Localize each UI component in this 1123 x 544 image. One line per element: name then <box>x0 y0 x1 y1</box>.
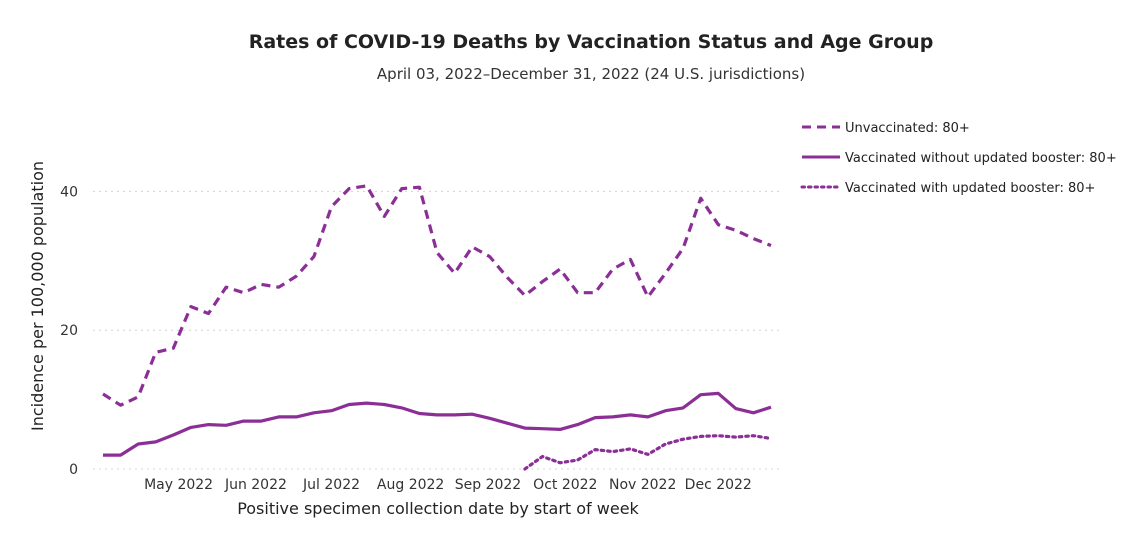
legend-label-2: Vaccinated with updated booster: 80+ <box>845 181 1095 196</box>
x-tick-label: Oct 2022 <box>533 477 597 493</box>
x-tick-label: Aug 2022 <box>377 477 444 493</box>
y-axis-ticks: 0 20 40 <box>60 184 78 478</box>
y-tick-label: 0 <box>69 462 78 478</box>
legend-label-1: Vaccinated without updated booster: 80+ <box>845 151 1117 166</box>
x-tick-label: Jun 2022 <box>224 477 287 493</box>
series-line-2 <box>523 434 773 471</box>
legend-label-0: Unvaccinated: 80+ <box>845 121 970 136</box>
legend: Unvaccinated: 80+ Vaccinated without upda… <box>800 121 1117 196</box>
x-tick-label: Nov 2022 <box>609 477 676 493</box>
chart-title: Rates of COVID-19 Deaths by Vaccination … <box>249 31 934 53</box>
x-axis-label: Positive specimen collection date by sta… <box>237 499 639 518</box>
series-line-0 <box>102 184 772 407</box>
x-tick-label: Sep 2022 <box>455 477 521 493</box>
y-axis-label: Incidence per 100,000 population <box>28 161 47 431</box>
series-lines <box>102 184 773 471</box>
y-tick-label: 20 <box>60 323 78 339</box>
chart-subtitle: April 03, 2022–December 31, 2022 (24 U.S… <box>377 65 805 83</box>
series-line-1 <box>103 391 772 457</box>
y-tick-label: 40 <box>60 184 78 200</box>
x-tick-label: Jul 2022 <box>302 477 360 493</box>
x-axis-ticks: May 2022 Jun 2022 Jul 2022 Aug 2022 Sep 2022… <box>144 477 752 493</box>
gridlines <box>93 190 781 470</box>
x-tick-label: May 2022 <box>144 477 213 493</box>
x-tick-label: Dec 2022 <box>685 477 752 493</box>
